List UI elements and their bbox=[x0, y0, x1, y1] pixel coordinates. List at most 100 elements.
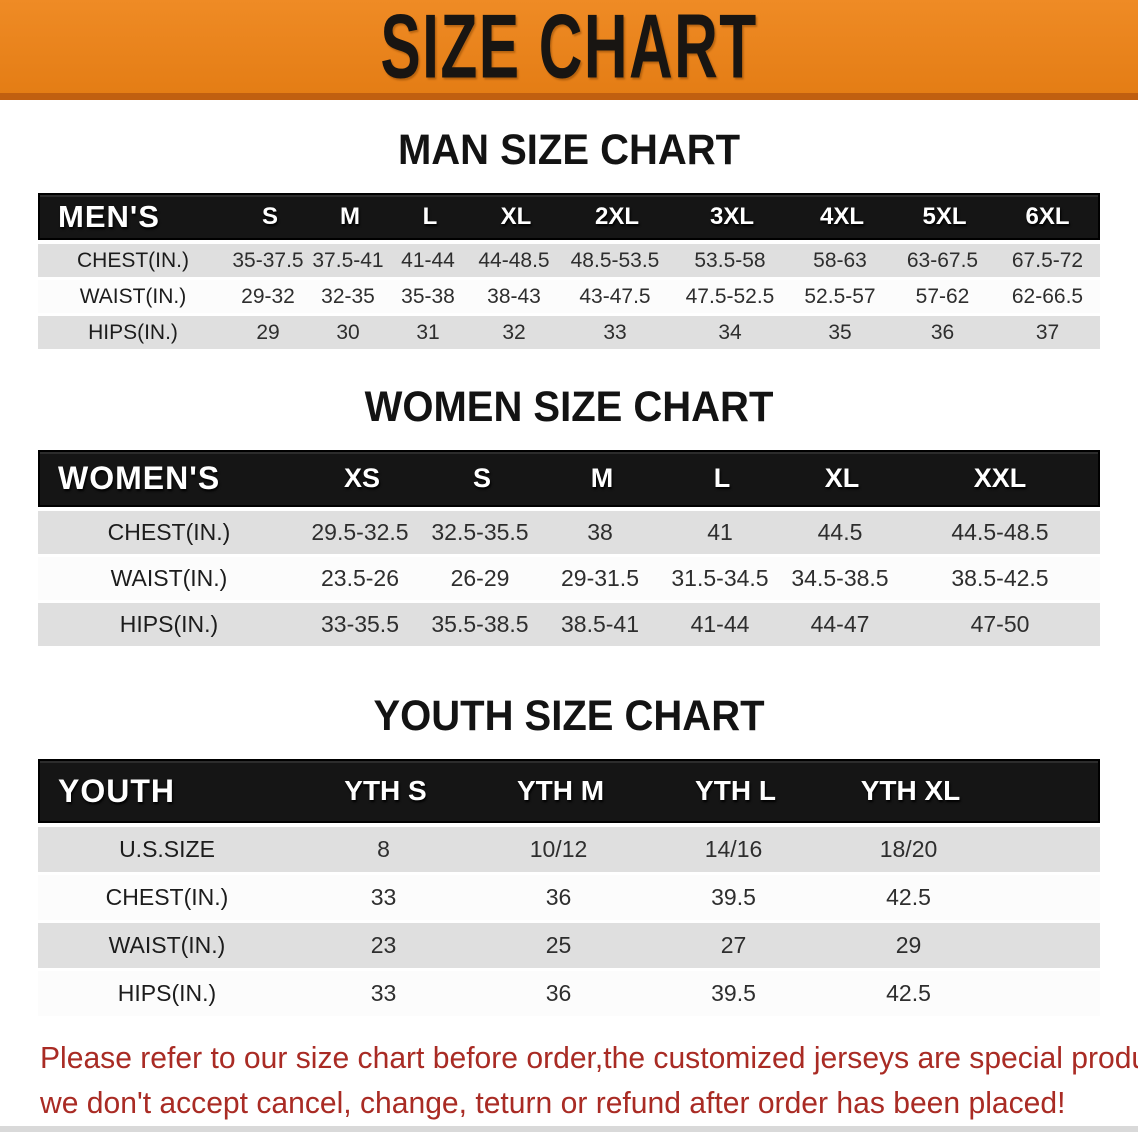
value-cell: 52.5-57 bbox=[804, 284, 876, 308]
value-cell: 43-47.5 bbox=[579, 284, 651, 308]
value-cell: 37 bbox=[1035, 320, 1060, 344]
table-row: WAIST(IN.) 29-32 32-35 35-38 38-43 43-47.5 47.… bbox=[38, 280, 1100, 313]
table-row: U.S.SIZE 8 10/12 14/16 18/20 bbox=[38, 827, 1100, 872]
table-header-row: WOMEN'S XS S M L XL XXL bbox=[38, 450, 1100, 507]
value-cell: 32-35 bbox=[321, 284, 375, 308]
row-label-cell: WAIST(IN.) bbox=[108, 932, 226, 958]
size-header-cell: YTH L bbox=[695, 775, 776, 806]
size-header-cell: M bbox=[340, 202, 360, 230]
value-cell: 34.5-38.5 bbox=[791, 565, 889, 591]
men-section-heading: MAN SIZE CHART bbox=[397, 126, 741, 174]
value-cell: 44-48.5 bbox=[478, 248, 550, 272]
value-cell: 26-29 bbox=[450, 565, 510, 591]
value-cell: 35-37.5 bbox=[232, 248, 304, 272]
size-header-cell: YTH XL bbox=[860, 775, 961, 806]
value-cell: 31.5-34.5 bbox=[671, 565, 769, 591]
size-header-cell: YTH M bbox=[516, 775, 605, 806]
row-label-cell: CHEST(IN.) bbox=[77, 248, 189, 272]
table-row: HIPS(IN.) 33-35.5 35.5-38.5 38.5-41 41-44 44-… bbox=[38, 603, 1100, 646]
value-cell: 47.5-52.5 bbox=[685, 284, 775, 308]
value-cell: 18/20 bbox=[879, 836, 938, 862]
value-cell: 58-63 bbox=[813, 248, 867, 272]
value-cell: 39.5 bbox=[711, 884, 756, 910]
value-cell: 36 bbox=[545, 980, 572, 1006]
table-title-cell: WOMEN'S bbox=[58, 460, 221, 496]
value-cell: 39.5 bbox=[711, 980, 756, 1006]
size-header-cell: 6XL bbox=[1025, 202, 1070, 230]
size-header-cell: S bbox=[261, 202, 278, 230]
value-cell: 37.5-41 bbox=[312, 248, 384, 272]
size-header-cell: 5XL bbox=[922, 202, 967, 230]
value-cell: 35 bbox=[828, 320, 852, 344]
row-label-cell: HIPS(IN.) bbox=[117, 980, 217, 1006]
value-cell: 38.5-41 bbox=[560, 611, 639, 637]
value-cell: 25 bbox=[545, 932, 572, 958]
table-row: CHEST(IN.) 33 36 39.5 42.5 bbox=[38, 875, 1100, 920]
value-cell: 29 bbox=[256, 320, 280, 344]
value-cell: 41-44 bbox=[401, 248, 455, 272]
table-header-row: MEN'S S M L XL 2XL 3XL 4XL 5XL 6XL bbox=[38, 193, 1100, 240]
table-row: WAIST(IN.) 23.5-26 26-29 29-31.5 31.5-34.5 34… bbox=[38, 557, 1100, 600]
value-cell: 34 bbox=[718, 320, 742, 344]
value-cell: 44.5-48.5 bbox=[951, 519, 1049, 545]
value-cell: 48.5-53.5 bbox=[570, 248, 660, 272]
value-cell: 33 bbox=[603, 320, 627, 344]
value-cell: 41 bbox=[707, 519, 733, 545]
value-cell: 33-35.5 bbox=[320, 611, 399, 637]
value-cell: 57-62 bbox=[915, 284, 970, 308]
size-header-cell: YTH S bbox=[344, 775, 427, 806]
value-cell: 8 bbox=[377, 836, 390, 862]
youth-section-heading: YOUTH SIZE CHART bbox=[373, 692, 765, 740]
value-cell: 23 bbox=[370, 932, 397, 958]
value-cell: 31 bbox=[416, 320, 440, 344]
value-cell: 33 bbox=[370, 980, 397, 1006]
value-cell: 53.5-58 bbox=[694, 248, 766, 272]
womens-size-table: WOMEN'S XS S M L XL XXL CHEST(IN.) 29.5-32.5 32.5… bbox=[38, 450, 1100, 646]
row-label-cell: U.S.SIZE bbox=[119, 836, 215, 862]
bottom-edge-strip bbox=[0, 1126, 1138, 1132]
row-label-cell: WAIST(IN.) bbox=[110, 565, 228, 591]
value-cell: 42.5 bbox=[886, 980, 931, 1006]
value-cell: 44-47 bbox=[810, 611, 870, 637]
value-cell: 38 bbox=[587, 519, 613, 545]
disclaimer-line-1: Please refer to our size chart before or… bbox=[40, 1040, 1138, 1075]
value-cell: 29-32 bbox=[241, 284, 295, 308]
size-header-cell: 4XL bbox=[819, 202, 864, 230]
value-cell: 32 bbox=[502, 320, 526, 344]
value-cell: 35-38 bbox=[401, 284, 455, 308]
row-label-cell: HIPS(IN.) bbox=[119, 611, 219, 637]
mens-size-table: MEN'S S M L XL 2XL 3XL 4XL 5XL 6XL CHEST(IN.) 35-37… bbox=[38, 193, 1100, 349]
value-cell: 30 bbox=[336, 320, 360, 344]
banner-title: SIZE CHART bbox=[380, 0, 758, 97]
value-cell: 47-50 bbox=[970, 611, 1030, 637]
value-cell: 27 bbox=[720, 932, 747, 958]
table-row: WAIST(IN.) 23 25 27 29 bbox=[38, 923, 1100, 968]
disclaimer-text: Please refer to our size chart before or… bbox=[40, 1036, 1138, 1126]
size-header-cell: 2XL bbox=[594, 202, 639, 230]
row-label-cell: HIPS(IN.) bbox=[88, 320, 178, 344]
women-section-heading: WOMEN SIZE CHART bbox=[364, 383, 774, 431]
value-cell: 32.5-35.5 bbox=[431, 519, 529, 545]
size-header-cell: XXL bbox=[973, 463, 1027, 493]
value-cell: 14/16 bbox=[704, 836, 763, 862]
value-cell: 33 bbox=[370, 884, 397, 910]
value-cell: 29 bbox=[895, 932, 922, 958]
size-header-cell: 3XL bbox=[709, 202, 754, 230]
value-cell: 42.5 bbox=[886, 884, 931, 910]
disclaimer-line-2: we don't accept cancel, change, teturn o… bbox=[40, 1084, 1066, 1120]
row-label-cell: CHEST(IN.) bbox=[107, 519, 231, 545]
value-cell: 36 bbox=[930, 320, 955, 344]
value-cell: 44.5 bbox=[817, 519, 863, 545]
value-cell: 41-44 bbox=[690, 611, 750, 637]
table-title-cell: MEN'S bbox=[58, 198, 160, 234]
table-row: CHEST(IN.) 35-37.5 37.5-41 41-44 44-48.5 48.5… bbox=[38, 244, 1100, 277]
table-title-cell: YOUTH bbox=[58, 772, 175, 809]
value-cell: 23.5-26 bbox=[320, 565, 399, 591]
table-row: CHEST(IN.) 29.5-32.5 32.5-35.5 38 41 44.5 44.5… bbox=[38, 511, 1100, 554]
size-header-cell: XL bbox=[824, 463, 860, 493]
value-cell: 63-67.5 bbox=[906, 248, 979, 272]
value-cell: 62-66.5 bbox=[1011, 284, 1084, 308]
value-cell: 10/12 bbox=[529, 836, 588, 862]
value-cell: 38-43 bbox=[487, 284, 541, 308]
value-cell: 35.5-38.5 bbox=[431, 611, 529, 637]
